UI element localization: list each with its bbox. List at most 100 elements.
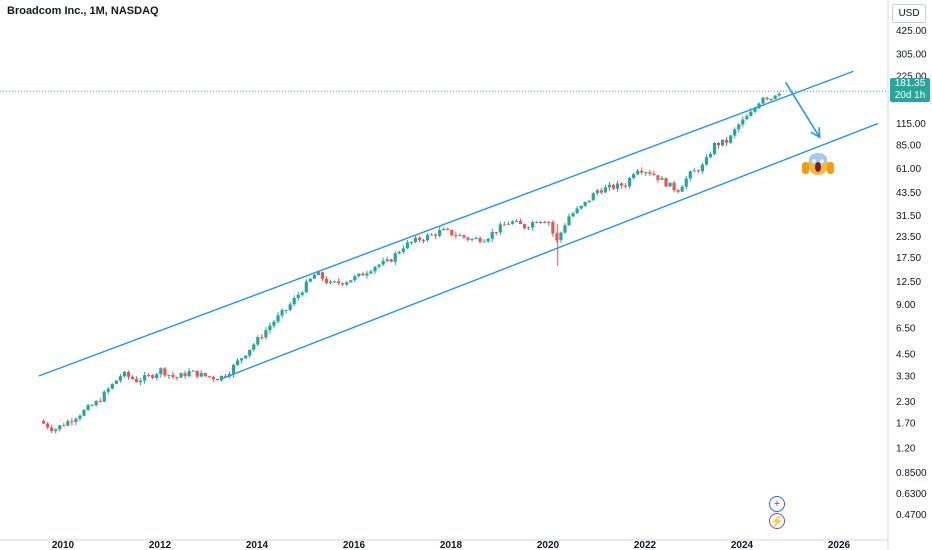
candle — [345, 280, 349, 287]
candle — [276, 312, 280, 324]
candle — [42, 419, 46, 424]
candle — [211, 375, 215, 382]
candle — [126, 370, 131, 380]
candle — [555, 232, 559, 243]
price-tick-label: 9.00 — [896, 300, 916, 311]
channel-upper-line[interactable] — [38, 70, 854, 377]
candle — [66, 419, 70, 427]
candle — [442, 227, 446, 231]
candle — [175, 376, 179, 381]
candle — [777, 91, 781, 97]
candle — [353, 274, 357, 283]
price-tick-label: 85.00 — [896, 141, 921, 152]
candle — [187, 368, 191, 378]
candle — [405, 240, 409, 250]
candle — [74, 417, 78, 426]
candle — [409, 241, 413, 246]
candle — [725, 136, 729, 147]
candle — [397, 250, 401, 255]
candle — [78, 414, 82, 421]
channel-lower-line[interactable] — [222, 122, 879, 379]
time-tick-label: 2014 — [246, 540, 269, 550]
time-tick-label: 2024 — [731, 540, 754, 550]
candle — [401, 245, 405, 255]
price-tick-label: 425.00 — [896, 26, 927, 37]
price-tick-label: 0.4700 — [896, 510, 927, 521]
candle — [490, 228, 494, 243]
candle — [583, 201, 587, 208]
candle — [700, 162, 704, 175]
price-tick-label: 17.50 — [896, 253, 921, 264]
candle — [260, 334, 264, 340]
candle — [502, 221, 506, 226]
time-tick-label: 2012 — [149, 540, 172, 550]
candle — [256, 335, 260, 346]
candle — [300, 291, 304, 297]
candle — [320, 271, 325, 282]
candle — [373, 265, 377, 274]
price-tick-label: 1.70 — [896, 419, 916, 430]
candle — [745, 114, 749, 120]
candle — [458, 233, 462, 237]
time-tick-label: 2010 — [52, 540, 75, 550]
candle — [486, 237, 490, 243]
candle — [102, 389, 106, 403]
candle — [672, 180, 676, 193]
candle — [729, 134, 733, 144]
candle — [527, 226, 531, 231]
candle — [171, 371, 175, 380]
candle — [296, 291, 300, 301]
candle — [272, 319, 276, 329]
candle — [86, 403, 90, 411]
down-arrow-shaft[interactable] — [784, 82, 821, 138]
candle — [231, 363, 236, 378]
currency-button[interactable]: USD — [892, 4, 926, 23]
price-tick-label: 3.30 — [896, 371, 916, 382]
candle — [114, 380, 118, 384]
candle — [381, 257, 385, 266]
candle — [514, 218, 519, 223]
add-icon[interactable]: + — [769, 496, 785, 512]
candle — [498, 221, 502, 236]
candle — [696, 169, 700, 174]
candle — [280, 308, 284, 319]
candle — [575, 206, 579, 214]
candle — [199, 370, 203, 378]
candle — [656, 175, 660, 183]
candle — [664, 177, 668, 188]
candle — [236, 358, 240, 366]
candle — [304, 279, 308, 293]
candle — [361, 272, 365, 276]
price-tick-label: 115.00 — [896, 119, 926, 130]
candle — [680, 184, 684, 192]
down-arrow-head — [810, 127, 821, 139]
candle — [139, 378, 143, 386]
last-price-label: 181.35 20d 1h — [890, 78, 930, 102]
candle — [478, 236, 482, 244]
candle — [268, 322, 272, 334]
candle — [446, 227, 450, 231]
candle — [147, 372, 151, 378]
candle — [450, 229, 454, 237]
candle — [195, 370, 199, 379]
candle — [587, 200, 591, 204]
candle — [611, 183, 616, 190]
candle — [248, 349, 252, 358]
price-tick-label: 31.50 — [896, 211, 921, 222]
lightning-icon[interactable]: ⚡ — [769, 513, 785, 529]
trend-lines-group[interactable] — [0, 70, 888, 379]
time-axis[interactable]: 2010 2012 2014 2016 2018 2020 2022 2024 2026 — [0, 539, 888, 550]
candle — [579, 205, 583, 211]
price-tick-label: 4.50 — [896, 349, 916, 360]
candle — [292, 295, 296, 307]
candle — [716, 141, 721, 149]
candle — [425, 233, 430, 243]
candle — [434, 233, 438, 240]
time-tick-label: 2016 — [343, 540, 366, 550]
candle — [563, 223, 567, 235]
candle — [539, 221, 543, 225]
candle — [454, 231, 458, 239]
candle — [377, 263, 381, 270]
candle — [90, 404, 94, 407]
